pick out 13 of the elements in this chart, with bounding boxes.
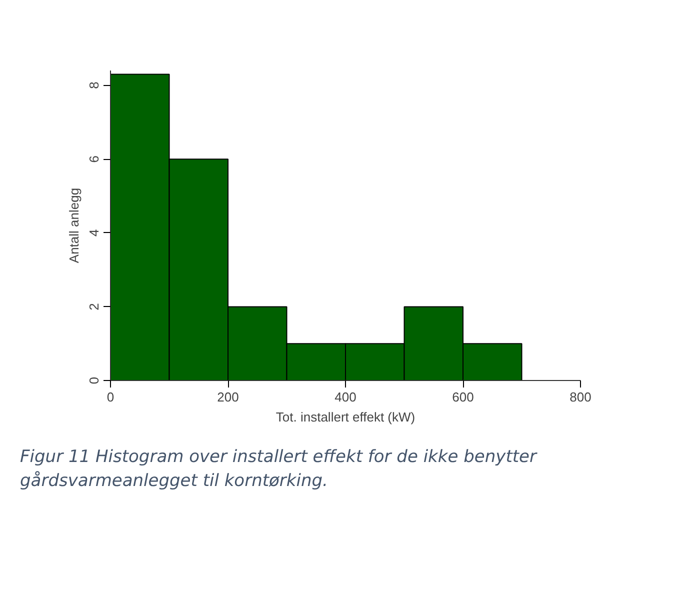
y-tick-label: 4 [86, 229, 102, 236]
x-tick-label: 400 [334, 390, 356, 404]
y-axis-title: Antall anlegg [66, 188, 82, 264]
y-tick-label: 8 [86, 82, 102, 89]
x-tick-label: 0 [106, 390, 114, 404]
text: Figur 11 Histogram over installert effekt for de ikke benytter gårdsvarmeanlegget til korntørking. [20, 446, 538, 494]
y-tick-label: 0 [86, 376, 102, 384]
x-tick-label: 800 [570, 390, 592, 404]
y-tick-label: 6 [86, 155, 102, 163]
x-axis-title: Tot. installert effekt (kW) [276, 410, 416, 424]
y-tick-label: 2 [86, 303, 102, 310]
x-tick-label: 600 [452, 390, 474, 404]
x-tick-label: 200 [217, 390, 239, 404]
